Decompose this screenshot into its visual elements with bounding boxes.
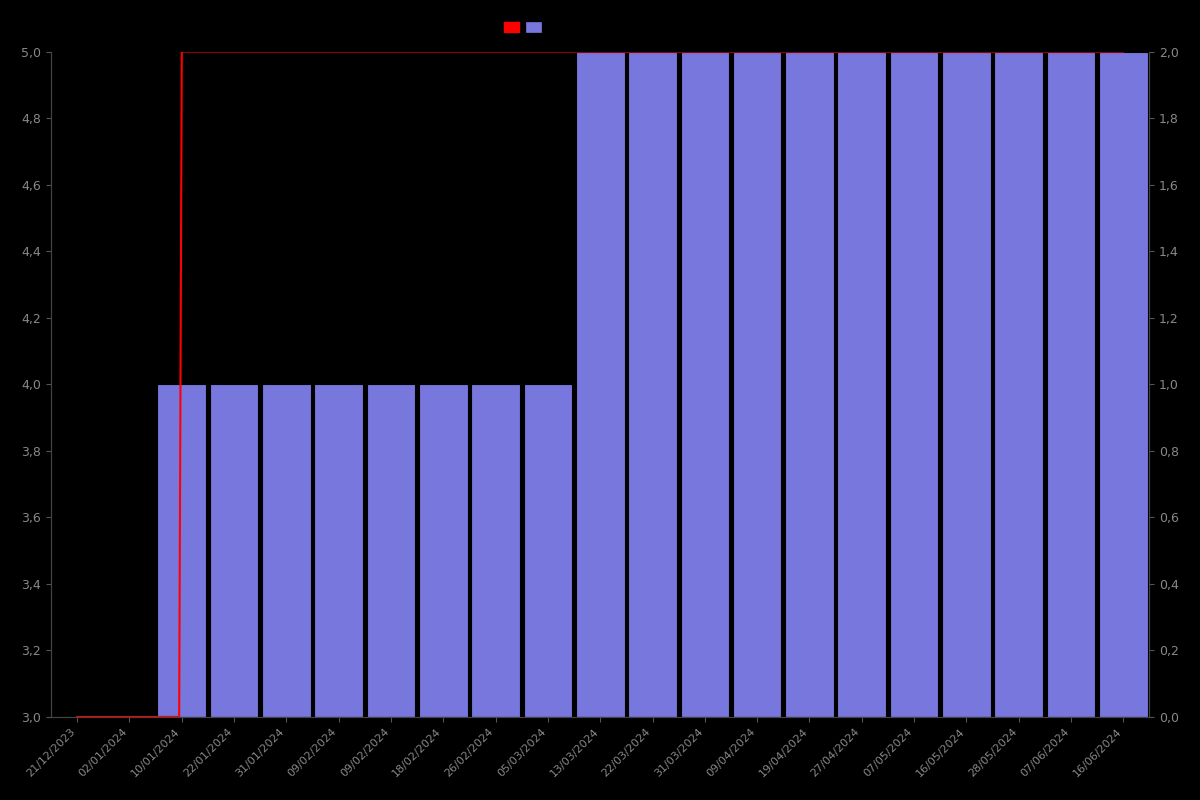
Bar xyxy=(576,51,624,717)
Bar xyxy=(472,384,520,717)
Bar xyxy=(157,384,206,717)
Bar xyxy=(680,51,730,717)
Bar xyxy=(262,384,311,717)
Bar xyxy=(733,51,781,717)
Bar xyxy=(314,384,364,717)
Bar xyxy=(629,51,677,717)
Bar xyxy=(889,51,938,717)
Bar xyxy=(942,51,991,717)
Bar xyxy=(995,51,1043,717)
Bar xyxy=(1046,51,1096,717)
Bar xyxy=(1099,51,1147,717)
Bar xyxy=(367,384,415,717)
Legend: , : , xyxy=(500,18,546,38)
Bar xyxy=(419,384,468,717)
Bar xyxy=(523,384,572,717)
Bar xyxy=(210,384,258,717)
Bar xyxy=(838,51,886,717)
Bar xyxy=(785,51,834,717)
